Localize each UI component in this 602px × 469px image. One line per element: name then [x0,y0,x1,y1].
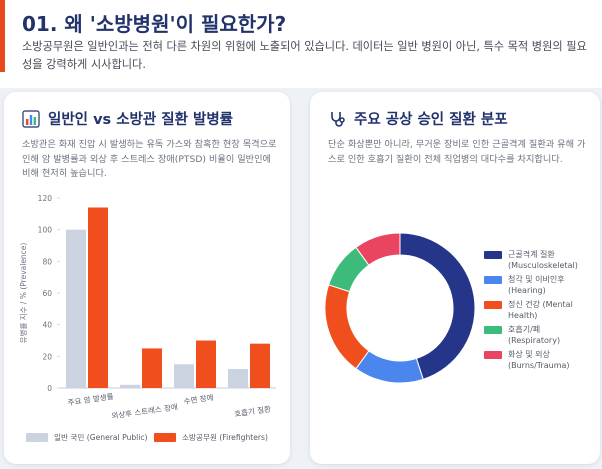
y-tick-label: 40 [42,321,52,330]
legend-item-firefighters[interactable]: 소방공무원 (Firefighters) [154,432,268,443]
donut-legend-swatch [484,251,502,259]
page-title: 01. 왜 '소방병원'이 필요한가? [22,12,287,36]
incidence-card-description: 소방관은 화재 진압 시 발생하는 유독 가스와 참혹한 현장 목격으로 인해 … [22,139,277,179]
header: 01. 왜 '소방병원'이 필요한가? 소방공무원은 일반인과는 전혀 다른 차… [0,0,602,88]
bar-firefighters[interactable] [88,207,108,389]
donut-legend-label: 정신 건강 (Mental Health) [508,300,573,320]
donut-legend-swatch [484,276,502,284]
legend-swatch-general [26,433,48,442]
donut-legend-label: 근골격계 질환 (Musculoskeletal) [508,250,578,270]
bar-chart-icon [22,109,40,128]
incidence-card-title-text: 일반인 vs 소방관 질환 발병률 [48,112,234,128]
bar-firefighters[interactable] [250,343,270,388]
donut-legend-label: 호흡기/폐 (Respiratory) [508,325,561,345]
legend-label-firefighters: 소방공무원 (Firefighters) [182,433,268,442]
y-tick-label: 60 [42,289,52,298]
donut-legend-swatch [484,351,502,359]
accent-bar [0,0,5,72]
donut-legend-swatch [484,326,502,334]
incidence-card: 일반인 vs 소방관 질환 발병률 소방관은 화재 진압 시 발생하는 유독 가… [4,92,290,464]
disease-donut-chart [324,232,476,384]
bar-general[interactable] [228,369,248,388]
y-tick-label: 20 [42,352,52,361]
stethoscope-icon [331,111,345,127]
x-tick-label: 호흡기 질환 [234,403,272,418]
distribution-card: 주요 공상 승인 질환 분포 단순 화상뿐만 아니라, 무거운 장비로 인한 근… [310,92,600,464]
legend-label-general: 일반 국민 (General Public) [54,433,148,442]
legend-swatch-firefighters [154,433,176,442]
y-tick-label: 80 [42,257,52,266]
bar-firefighters[interactable] [142,348,162,388]
legend-item-general[interactable]: 일반 국민 (General Public) [26,432,148,443]
page-subtitle: 소방공무원은 일반인과는 전혀 다른 차원의 위험에 노출되어 있습니다. 데이… [22,40,587,71]
bar-general[interactable] [120,384,140,388]
incidence-bar-chart: 0 20 40 60 80 100 120 유병률 지수 / % (Prevalence) 주요… [19,194,276,421]
donut-legend-item[interactable]: 호흡기/폐 (Respiratory) [484,324,602,346]
donut-legend-item[interactable]: 청각 및 이비인후 (Hearing) [484,274,602,296]
y-tick-label: 0 [47,384,52,393]
donut-legend-label: 화상 및 외상 (Burns/Trauma) [508,350,570,370]
x-tick-label: 수면 장애 [183,392,214,406]
incidence-card-title: 일반인 vs 소방관 질환 발병률 [22,108,233,129]
bar-firefighters[interactable] [196,340,216,389]
donut-slice[interactable] [355,232,401,266]
donut-slice[interactable] [355,350,424,384]
y-tick-label: 120 [38,194,53,203]
y-tick-label: 100 [38,226,53,235]
distribution-card-title: 주요 공상 승인 질환 분포 [328,108,508,129]
x-tick-label: 주요 암 발생률 [67,391,114,407]
x-tick-label: 외상후 스트레스 장애 [111,401,179,420]
distribution-card-title-text: 주요 공상 승인 질환 분포 [354,112,508,128]
donut-slice[interactable] [324,284,370,370]
distribution-card-description: 단순 화상뿐만 아니라, 무거운 장비로 인한 근골격계 질환과 유해 가스로 … [328,139,586,165]
donut-legend-item[interactable]: 화상 및 외상 (Burns/Trauma) [484,349,602,371]
bar-general[interactable] [66,229,86,388]
donut-legend-item[interactable]: 정신 건강 (Mental Health) [484,299,602,321]
donut-legend-swatch [484,301,502,309]
donut-legend-item[interactable]: 근골격계 질환 (Musculoskeletal) [484,249,602,271]
bar-general[interactable] [174,364,194,388]
donut-legend-label: 청각 및 이비인후 (Hearing) [508,275,565,295]
donut-slice[interactable] [399,232,476,380]
y-axis-label: 유병률 지수 / % (Prevalence) [19,243,28,344]
